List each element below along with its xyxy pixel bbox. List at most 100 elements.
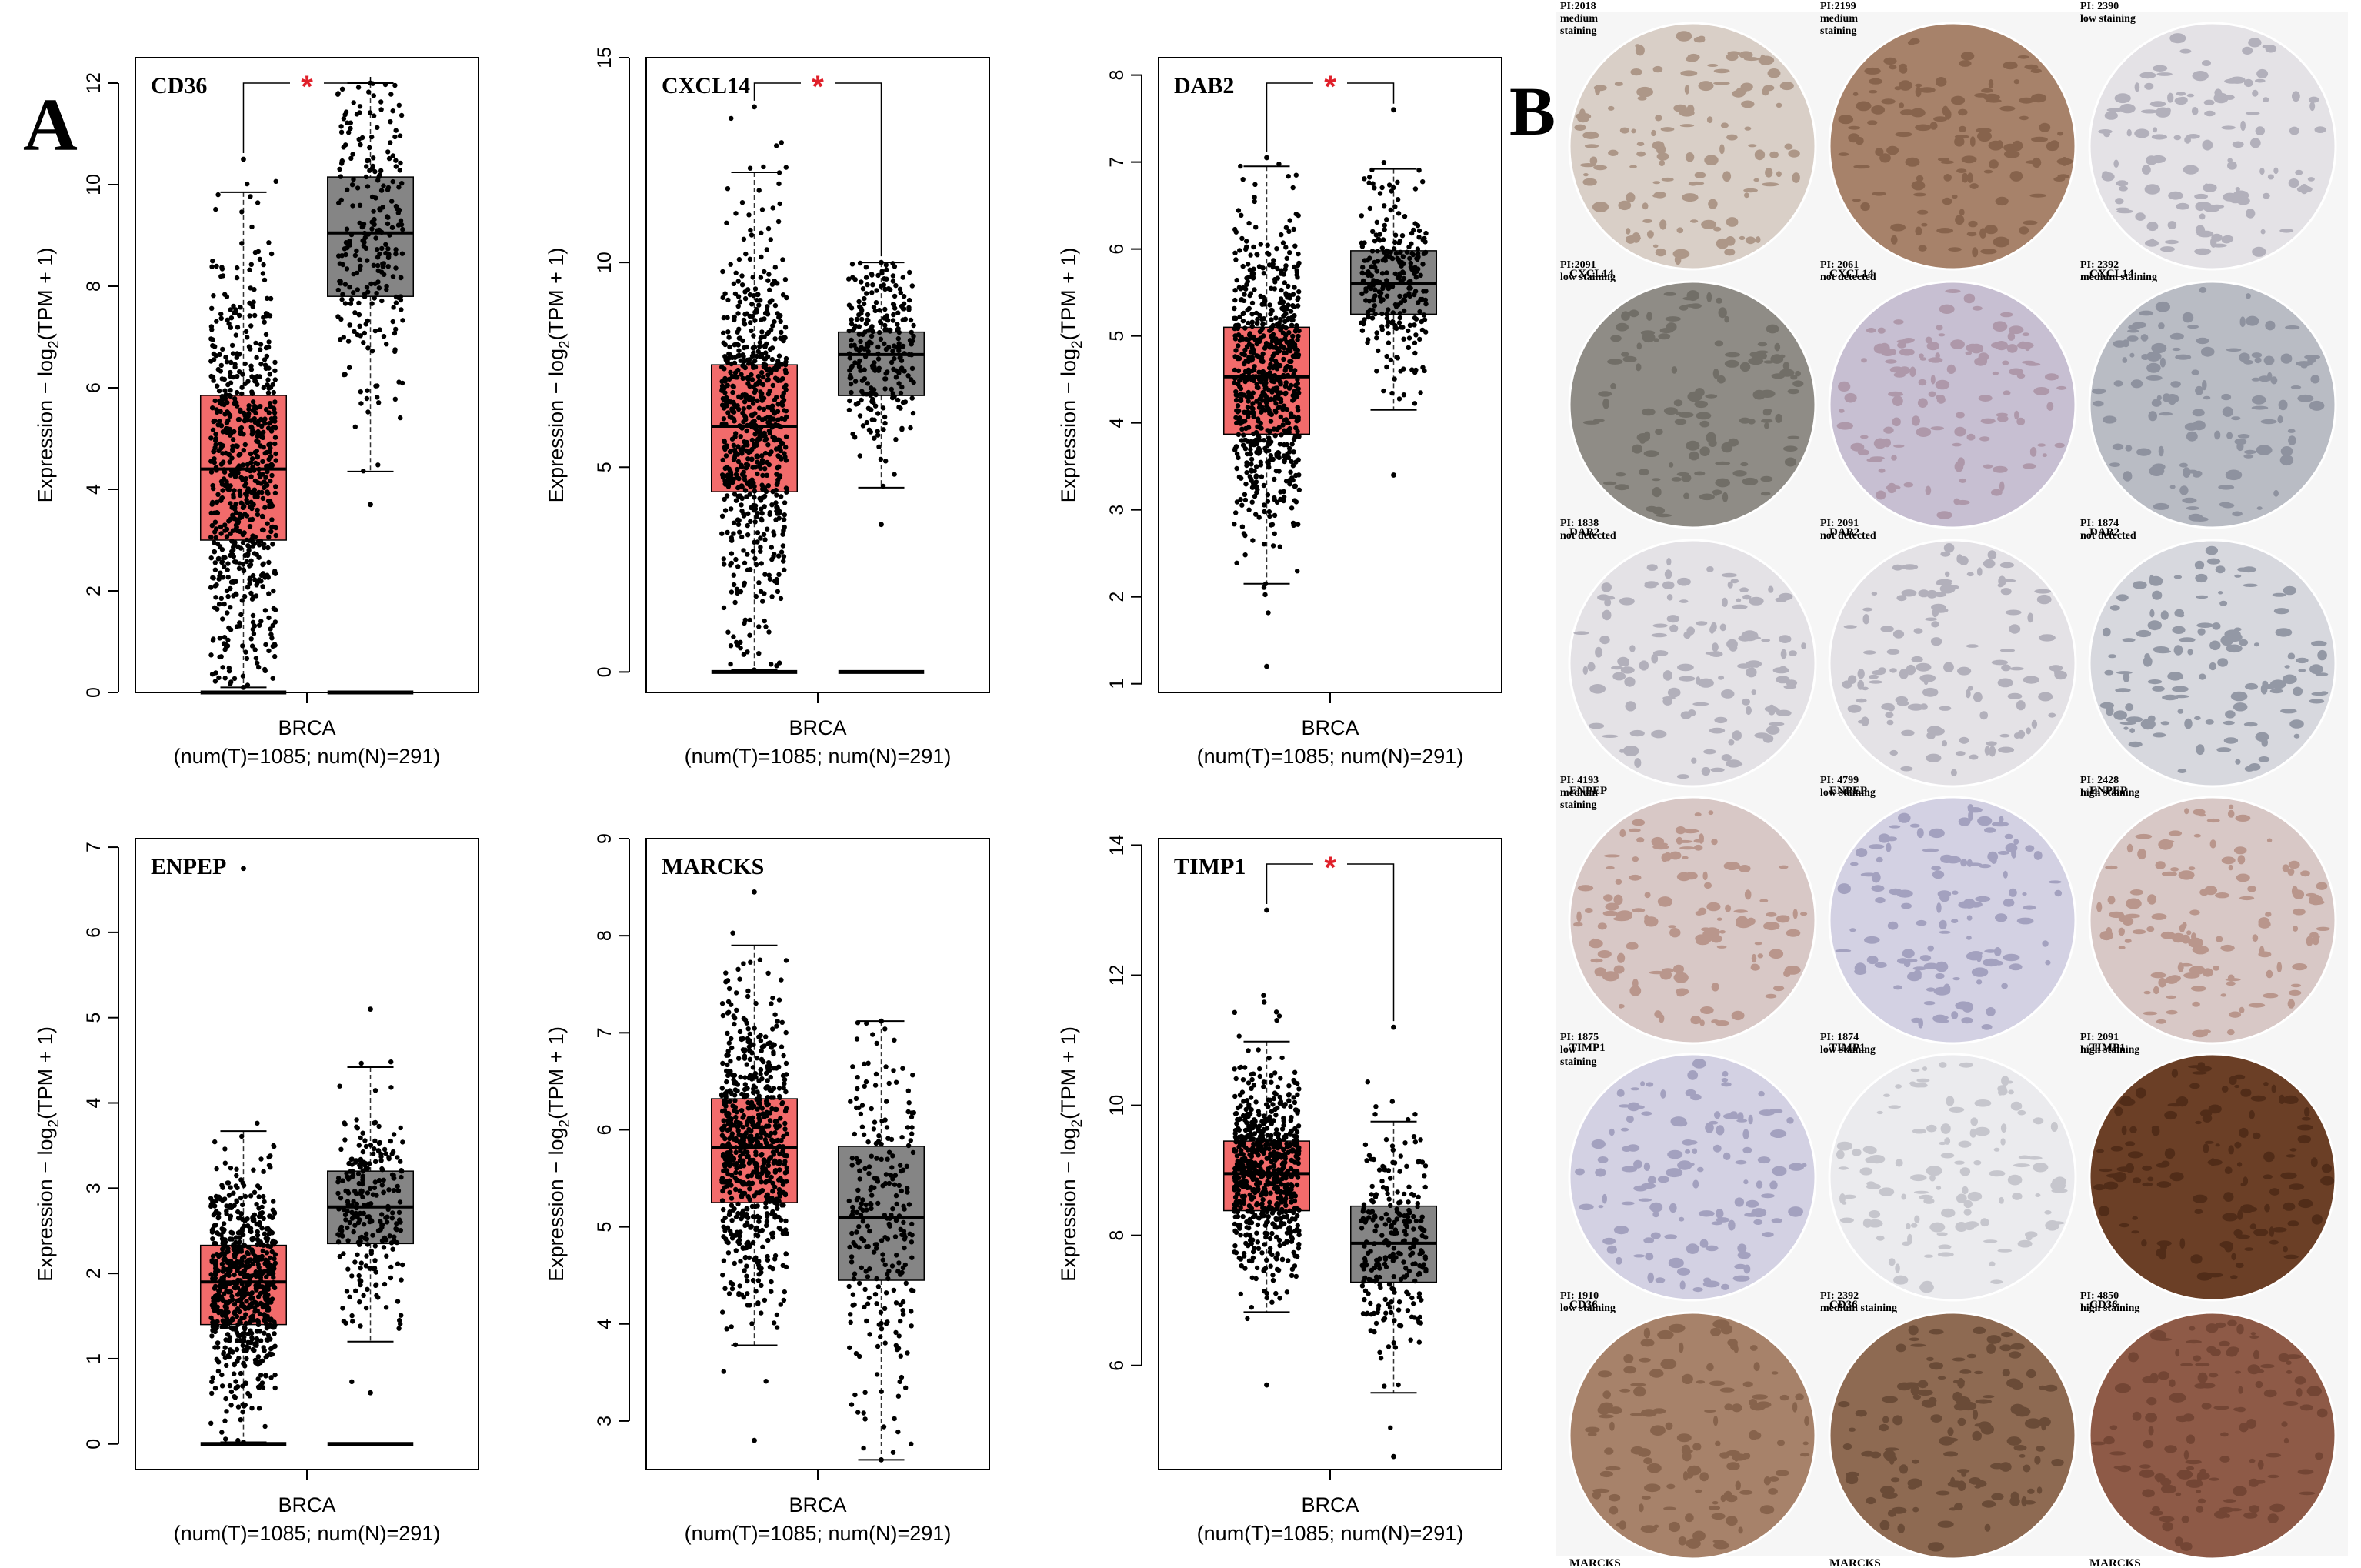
data-point: [770, 205, 775, 211]
data-point: [759, 391, 765, 396]
data-point: [218, 369, 223, 374]
data-point: [719, 379, 725, 385]
data-point: [761, 406, 767, 412]
data-point: [720, 457, 725, 463]
data-point: [210, 259, 215, 264]
data-point: [240, 540, 246, 545]
data-point: [880, 405, 886, 411]
data-point: [241, 432, 246, 437]
data-point: [230, 351, 236, 356]
data-point: [855, 1075, 860, 1080]
data-point: [881, 427, 886, 432]
data-point: [898, 1302, 903, 1308]
data-point: [388, 1059, 394, 1065]
data-point: [1260, 265, 1266, 271]
data-point: [1398, 369, 1403, 374]
data-point: [262, 1423, 268, 1430]
data-point: [1400, 254, 1406, 259]
data-point: [219, 559, 225, 565]
data-point: [232, 429, 237, 435]
data-point: [739, 1209, 745, 1216]
data-point: [782, 277, 789, 282]
data-point: [865, 1139, 871, 1145]
data-point: [273, 178, 278, 184]
data-point: [213, 595, 218, 600]
data-point: [758, 1038, 764, 1043]
data-point: [874, 1156, 879, 1161]
data-point: [246, 411, 252, 416]
data-point: [775, 1206, 780, 1211]
data-point: [864, 392, 869, 397]
data-point: [902, 1262, 909, 1268]
data-point: [732, 360, 738, 365]
data-point: [755, 530, 761, 535]
y-tick-label: 10: [594, 252, 615, 273]
data-point: [751, 508, 757, 513]
data-point: [381, 1245, 387, 1250]
data-point: [732, 1342, 739, 1348]
data-point: [1282, 417, 1287, 423]
data-point: [1244, 239, 1249, 244]
data-point: [756, 405, 762, 411]
data-point: [759, 453, 765, 459]
data-point: [763, 1379, 769, 1384]
data-point: [232, 1285, 237, 1290]
y-axis-label-prefix: Expression − log: [34, 349, 57, 502]
data-point: [1246, 370, 1252, 375]
data-point: [748, 227, 753, 233]
data-point: [349, 182, 355, 188]
data-point: [1295, 275, 1300, 280]
data-point: [349, 1174, 355, 1180]
data-point: [725, 1068, 732, 1074]
data-point: [1290, 333, 1296, 339]
data-point: [224, 1208, 229, 1214]
data-point: [725, 1127, 730, 1133]
y-axis-label-subscript: 2: [557, 1119, 573, 1128]
data-point: [857, 1353, 862, 1359]
data-point: [909, 1131, 915, 1136]
data-point: [730, 1281, 735, 1287]
data-point: [361, 1210, 366, 1216]
data-point: [256, 1194, 262, 1199]
data-point: [1282, 391, 1288, 396]
data-point: [268, 462, 273, 469]
data-point: [1374, 330, 1379, 335]
data-point: [216, 388, 222, 394]
data-point: [1245, 451, 1250, 457]
data-point: [733, 1136, 739, 1142]
data-point: [389, 225, 395, 230]
data-point: [781, 559, 786, 564]
data-point: [1239, 524, 1246, 529]
data-point: [884, 1125, 890, 1130]
data-point: [1251, 414, 1256, 419]
data-point: [775, 219, 782, 225]
data-point: [362, 330, 367, 336]
data-point: [871, 387, 877, 392]
y-tick-label: 3: [1106, 505, 1128, 515]
data-point: [214, 582, 219, 588]
data-point: [254, 405, 259, 411]
data-point: [884, 313, 890, 319]
data-point: [1283, 291, 1289, 296]
data-point: [212, 1345, 218, 1350]
data-point: [857, 1168, 862, 1173]
data-point: [744, 1273, 749, 1279]
data-point: [1249, 271, 1255, 276]
data-point: [895, 327, 900, 332]
data-point: [890, 1206, 895, 1212]
data-point: [1363, 286, 1369, 292]
data-point: [245, 335, 250, 340]
data-point: [235, 417, 242, 422]
data-point: [767, 1040, 772, 1046]
data-point: [250, 612, 256, 619]
data-point: [739, 372, 744, 377]
data-point: [240, 1343, 245, 1349]
data-point: [1412, 350, 1418, 356]
data-point: [740, 1115, 745, 1120]
data-point: [854, 1229, 859, 1235]
data-point: [745, 456, 751, 462]
data-point: [269, 503, 275, 509]
data-point: [1372, 259, 1377, 265]
data-point: [258, 619, 264, 624]
